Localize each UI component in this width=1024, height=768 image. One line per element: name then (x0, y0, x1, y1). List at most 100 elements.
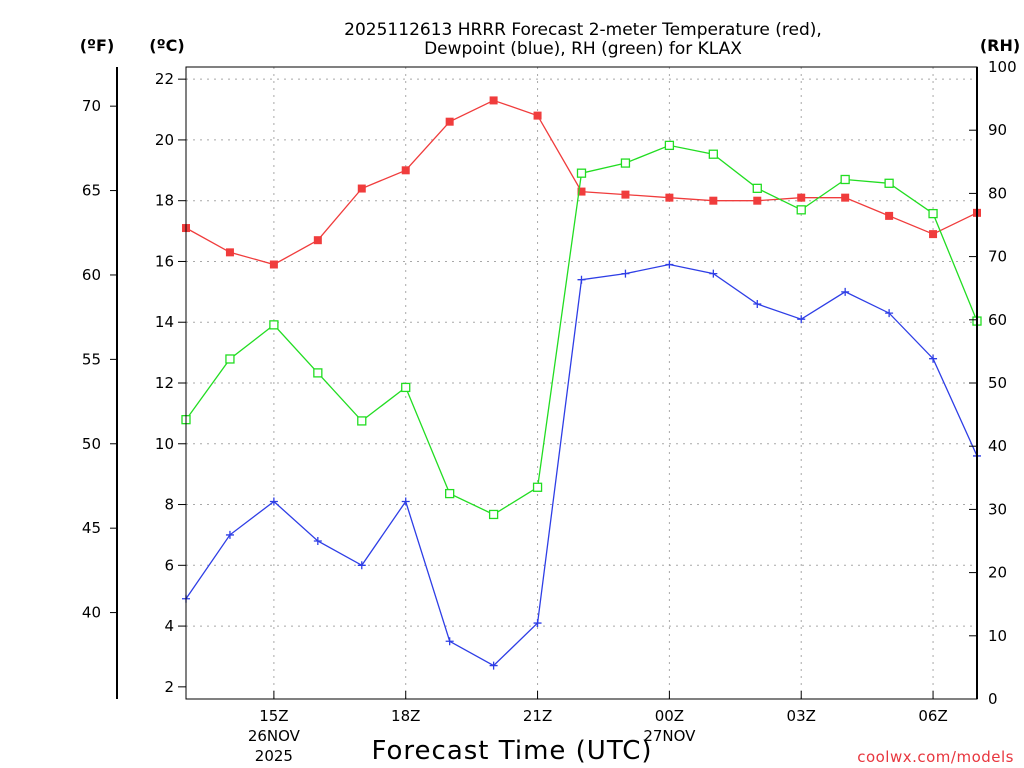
chart-title-line2: Dewpoint (blue), RH (green) for KLAX (424, 39, 742, 59)
dewpoint-point (797, 315, 806, 324)
credit-text: coolwx.com/models (857, 748, 1014, 766)
time-tick-label: 03Z (787, 707, 816, 725)
dewpoint-series (182, 260, 981, 670)
fahrenheit-tick-label: 50 (82, 435, 101, 453)
chart-title-line1: 2025112613 HRRR Forecast 2-meter Tempera… (344, 20, 822, 40)
temperature-point (313, 236, 322, 245)
dewpoint-line (185, 263, 978, 667)
dewpoint-point (885, 309, 894, 318)
date-tick-label: 27NOV (643, 727, 696, 745)
rh-point (532, 482, 543, 492)
dewpoint-point (445, 637, 454, 646)
temperature-point (357, 184, 366, 193)
date-tick-label: 26NOV (248, 727, 301, 745)
celsius-tick-label: 2 (164, 678, 174, 696)
fahrenheit-unit-label: (ºF) (80, 36, 115, 55)
celsius-tick-label: 12 (155, 374, 174, 392)
temperature-point (401, 166, 410, 175)
dewpoint-point (665, 260, 674, 269)
2-meter-temperature-series (182, 96, 981, 269)
dewpoint-point (533, 619, 542, 628)
temperature-point (269, 260, 278, 269)
fahrenheit-tick-label: 45 (82, 519, 101, 537)
temperature-point (577, 187, 586, 196)
rh-tick-label: 10 (988, 627, 1007, 645)
temperature-point (753, 196, 762, 205)
x-axis-label: Forecast Time (UTC) (371, 736, 652, 766)
fahrenheit-tick-label: 55 (82, 350, 101, 368)
celsius-tick-label: 14 (155, 313, 174, 331)
dewpoint-point (709, 269, 718, 278)
dewpoint-point (621, 269, 630, 278)
time-tick-label: 06Z (918, 707, 947, 725)
rh-point (884, 178, 894, 188)
axes-layer: 2 4 6 8 10 12 14 16 18 20 22 40 45 50 55 60 65 70 0 10 20 30 4… (82, 58, 1017, 765)
celsius-tick-label: 6 (164, 556, 174, 574)
rh-point (357, 416, 367, 426)
temperature-point (533, 111, 542, 120)
rh-tick-label: 30 (988, 500, 1007, 518)
rh-tick-label: 50 (988, 374, 1007, 392)
fahrenheit-tick-label: 65 (82, 182, 101, 200)
rh-point (840, 174, 850, 185)
time-tick-label: 00Z (655, 707, 684, 725)
temperature-point (665, 193, 674, 202)
temperature-point (709, 196, 718, 205)
rh-point (664, 140, 675, 151)
rh-tick-label: 20 (988, 564, 1007, 582)
dewpoint-point (225, 530, 234, 539)
temperature-point (885, 211, 894, 220)
rh-tick-label: 40 (988, 437, 1007, 455)
2-meter-temperature-line (185, 99, 978, 266)
fahrenheit-tick-label: 40 (82, 604, 101, 622)
dewpoint-point (269, 497, 278, 506)
rh-point (313, 368, 323, 378)
fahrenheit-tick-label: 60 (82, 266, 101, 284)
rh-point (445, 488, 455, 499)
rh-point (752, 183, 762, 193)
dewpoint-point (929, 354, 938, 363)
rh-tick-label: 60 (988, 311, 1007, 329)
temperature-point (797, 193, 806, 202)
rh-point (401, 382, 411, 393)
celsius-tick-label: 22 (155, 70, 174, 88)
temperature-point (489, 96, 498, 105)
rh-point (225, 354, 235, 364)
grid-lines (186, 67, 977, 699)
dewpoint-point (313, 537, 322, 545)
relative-humidity-series (181, 140, 982, 520)
celsius-tick-label: 8 (164, 496, 174, 514)
dewpoint-point (401, 497, 410, 506)
temperature-point (841, 193, 850, 202)
celsius-unit-label: (ºC) (149, 36, 184, 55)
rh-point (796, 205, 806, 215)
dewpoint-point (577, 275, 586, 284)
temperature-point (445, 117, 454, 126)
temperature-point (621, 190, 630, 199)
rh-tick-label: 0 (988, 690, 998, 708)
temperature-point (929, 230, 938, 239)
rh-unit-label: (RH) (980, 36, 1020, 55)
rh-tick-label: 100 (988, 58, 1017, 76)
dewpoint-point (841, 287, 850, 296)
dewpoint-point (489, 661, 498, 670)
rh-tick-label: 80 (988, 184, 1007, 202)
rh-point (576, 168, 587, 178)
rh-tick-label: 90 (988, 121, 1007, 139)
celsius-tick-label: 4 (164, 617, 174, 635)
time-tick-label: 21Z (523, 707, 552, 725)
rh-point (708, 149, 718, 159)
dewpoint-point (357, 561, 366, 570)
rh-tick-label: 70 (988, 248, 1007, 266)
celsius-tick-label: 16 (155, 252, 174, 270)
temperature-point (225, 248, 234, 257)
year-tick-label: 2025 (255, 747, 293, 765)
dewpoint-point (753, 300, 762, 308)
time-tick-label: 18Z (391, 707, 420, 725)
celsius-tick-label: 20 (155, 131, 174, 149)
rh-point (488, 509, 499, 520)
time-tick-label: 15Z (259, 707, 288, 725)
rh-point (269, 320, 279, 330)
rh-point (620, 158, 631, 168)
